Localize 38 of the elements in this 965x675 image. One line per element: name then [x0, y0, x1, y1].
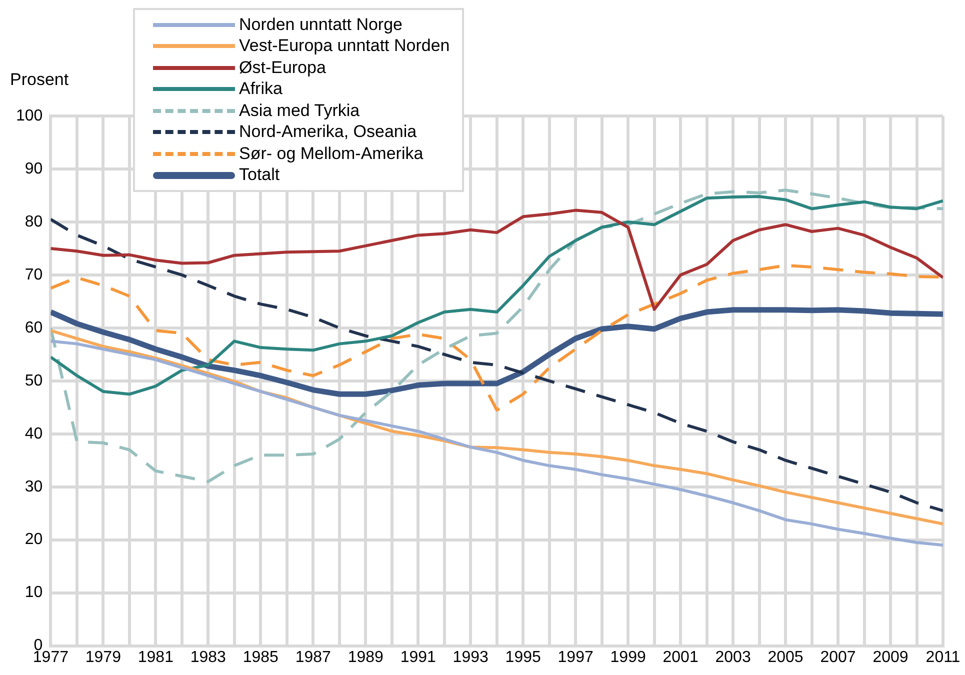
x-tick-label: 1997	[558, 648, 594, 666]
y-tick-label: 80	[24, 213, 43, 230]
legend-label: Sør- og Mellom-Amerika	[239, 144, 424, 164]
x-tick-label: 1981	[138, 648, 174, 666]
legend-label: Vest-Europa unntatt Norden	[239, 36, 450, 56]
x-tick-label: 1995	[505, 648, 541, 666]
y-axis-title: Prosent	[10, 70, 69, 90]
y-tick-label: 60	[24, 319, 43, 336]
y-tick-label: 90	[24, 160, 43, 178]
x-tick-label: 2011	[926, 648, 960, 666]
x-tick-label: 1989	[348, 648, 384, 666]
y-tick-label: 100	[16, 107, 43, 124]
x-tick-label: 1999	[610, 648, 646, 666]
y-tick-label: 30	[24, 478, 43, 496]
legend-label: Totalt	[239, 165, 280, 186]
x-tick-label: 2003	[715, 648, 751, 666]
y-tick-label: 50	[24, 372, 43, 390]
legend-label: Asia med Tyrkia	[239, 100, 360, 121]
line-series	[50, 218, 943, 512]
legend-label: Øst-Europa	[239, 58, 326, 78]
x-tick-label: 2007	[820, 648, 856, 666]
x-tick-label: 1979	[85, 648, 122, 666]
legend-label: Norden unntatt Norge	[239, 14, 402, 35]
x-tick-label: 1985	[242, 648, 279, 666]
x-tick-label: 1993	[452, 648, 488, 666]
x-tick-label: 2001	[662, 648, 698, 666]
y-tick-label: 10	[24, 584, 43, 602]
y-tick-label: 20	[24, 531, 43, 548]
line-series	[50, 188, 943, 484]
legend-label: Nord-Amerika, Oseania	[239, 122, 417, 142]
x-tick-label: 1983	[190, 648, 226, 666]
y-tick-label: 40	[24, 425, 43, 442]
x-tick-label: 2005	[768, 648, 804, 666]
y-tick-label: 70	[24, 266, 43, 284]
x-tick-label: 2009	[872, 648, 908, 666]
legend-label: Afrika	[239, 79, 282, 100]
x-tick-label: 1987	[295, 648, 332, 666]
x-tick-label: 1991	[400, 648, 436, 666]
